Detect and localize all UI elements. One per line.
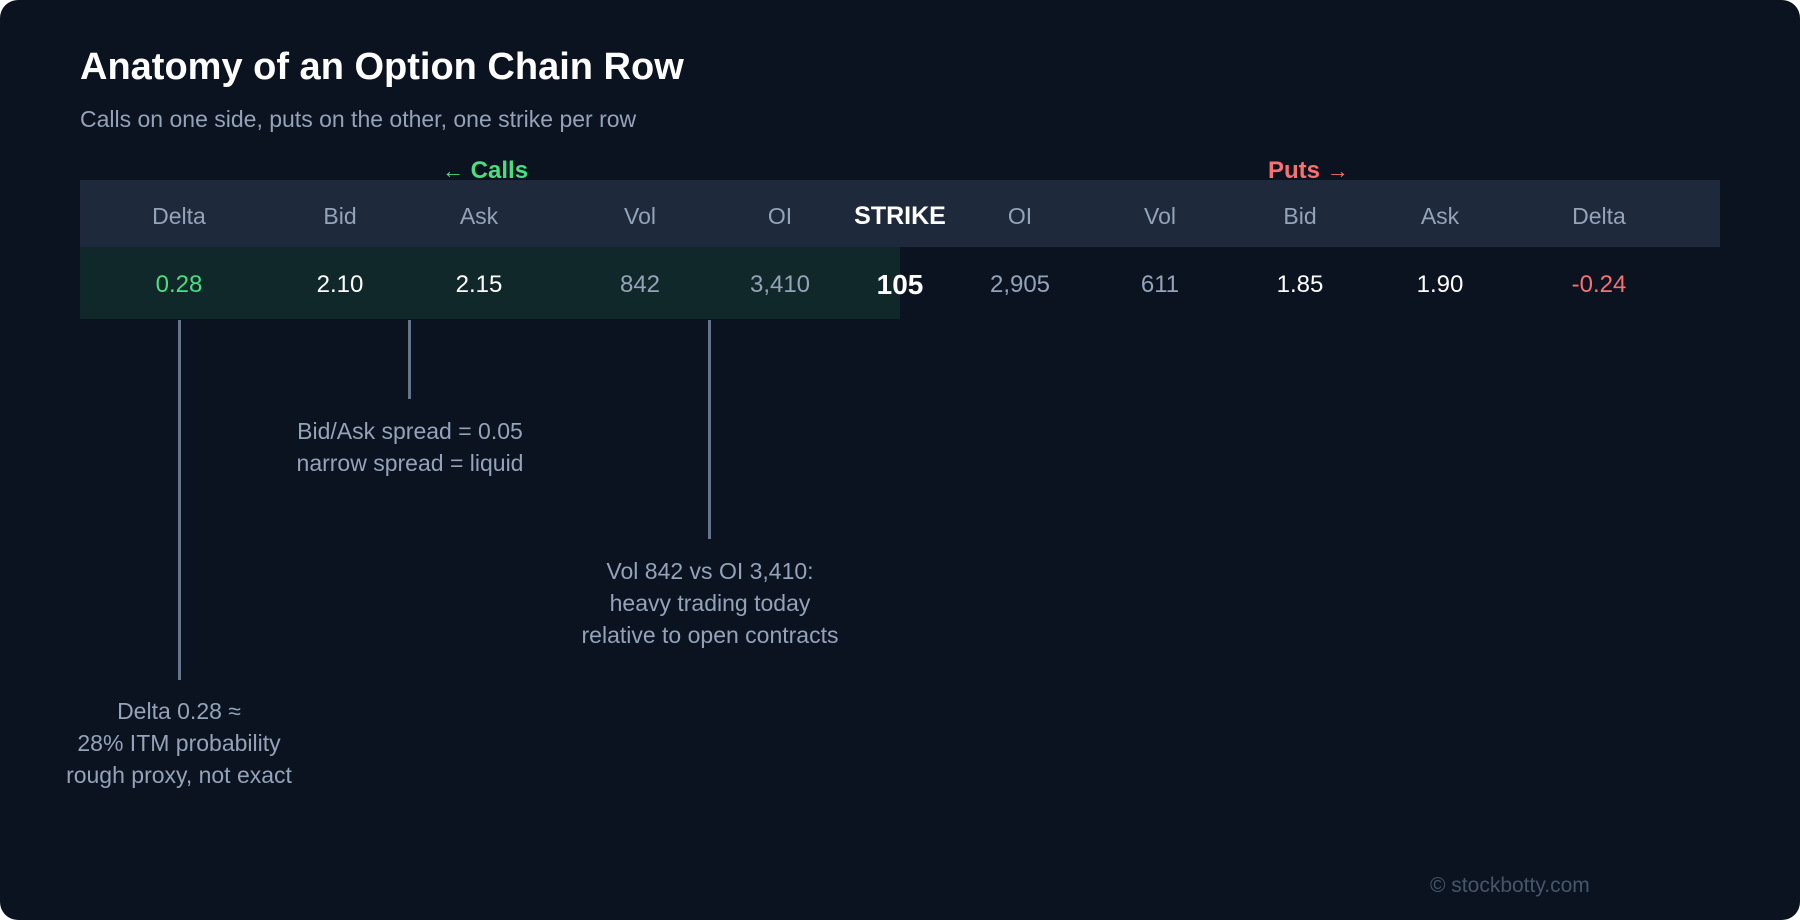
header-call-ask: Ask	[459, 203, 499, 229]
header-call-vol: Vol	[624, 203, 656, 229]
call-oi-value: 3,410	[749, 271, 811, 298]
delta-annotation-line: Delta 0.28 ≈	[117, 698, 241, 724]
spread-annotation-line: narrow spread = liquid	[296, 450, 524, 476]
header-call-oi: OI	[767, 203, 793, 229]
strike-value: 105	[876, 269, 924, 300]
calls-row-highlight	[80, 247, 900, 319]
delta-annotation-line: rough proxy, not exact	[66, 762, 292, 788]
chain-header-row	[80, 180, 1720, 247]
delta-leader-line	[178, 320, 181, 680]
header-put-delta: Delta	[1572, 203, 1626, 229]
volume-annotation-line: heavy trading today	[609, 590, 811, 616]
volume-annotation: Vol 842 vs OI 3,410: heavy trading today…	[582, 555, 839, 651]
volume-annotation-line: relative to open contracts	[581, 622, 839, 648]
put-oi-value: 2,905	[989, 271, 1051, 298]
spread-leader-line	[408, 320, 411, 399]
put-delta-value: -0.24	[1571, 271, 1627, 298]
calls-side-label: ← Calls	[442, 156, 528, 186]
delta-annotation: Delta 0.28 ≈ 28% ITM probability rough p…	[66, 695, 292, 791]
volume-leader-line	[708, 320, 711, 539]
spread-annotation-line: Bid/Ask spread = 0.05	[297, 418, 523, 444]
calls-label-text: Calls	[470, 157, 529, 184]
call-delta-value: 0.28	[155, 271, 203, 298]
volume-annotation-line: Vol 842 vs OI 3,410:	[606, 558, 814, 584]
copyright-footer: © stockbotty.com	[1430, 874, 1590, 897]
put-vol-value: 611	[1140, 271, 1180, 298]
spread-annotation: Bid/Ask spread = 0.05 narrow spread = li…	[297, 415, 524, 479]
header-put-oi: OI	[1007, 203, 1033, 229]
diagram-subtitle: Calls on one side, puts on the other, on…	[80, 106, 637, 132]
header-put-bid: Bid	[1283, 203, 1317, 229]
puts-label-text: Puts	[1268, 157, 1321, 184]
header-strike: STRIKE	[854, 202, 946, 230]
call-vol-value: 842	[619, 271, 661, 298]
call-ask-value: 2.15	[455, 271, 503, 298]
header-put-ask: Ask	[1420, 203, 1460, 229]
put-bid-value: 1.85	[1276, 271, 1324, 298]
left-arrow-icon: ←	[442, 158, 464, 183]
right-arrow-icon: →	[1326, 158, 1349, 183]
header-put-vol: Vol	[1144, 203, 1176, 229]
puts-side-label: Puts →	[1268, 156, 1349, 186]
header-call-delta: Delta	[152, 203, 206, 229]
diagram-title: Anatomy of an Option Chain Row	[80, 46, 684, 88]
header-call-bid: Bid	[323, 203, 357, 229]
delta-annotation-line: 28% ITM probability	[77, 730, 281, 756]
put-ask-value: 1.90	[1416, 271, 1464, 298]
call-bid-value: 2.10	[316, 271, 364, 298]
